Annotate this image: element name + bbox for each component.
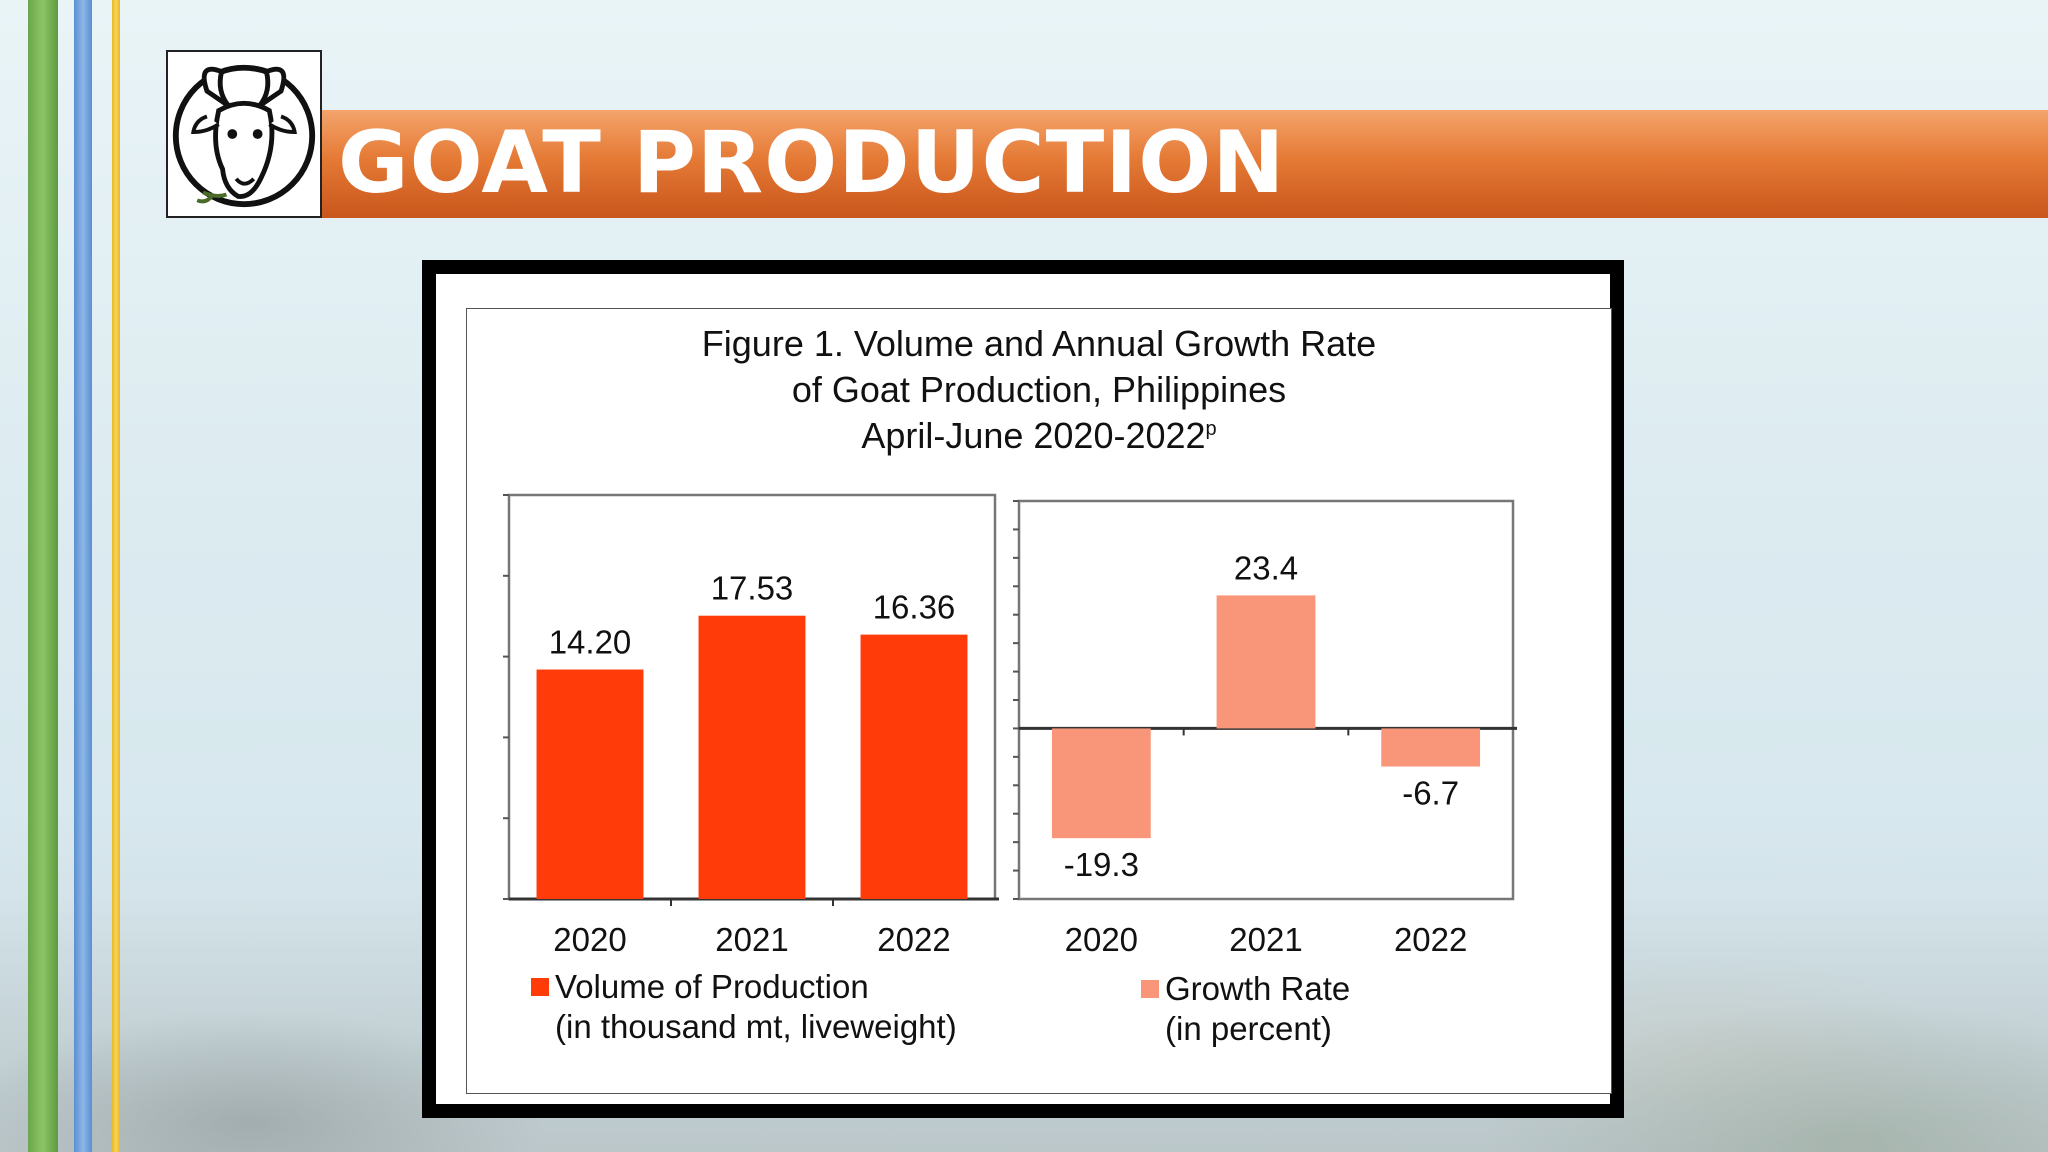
bar-volume-2021 [698,615,806,899]
legend-volume-label: Volume of Production [555,968,869,1005]
bar-growth-2020 [1051,728,1151,839]
legend-growth-label: Growth Rate [1165,970,1351,1007]
bar-volume-2022 [860,634,968,899]
data-label: 14.20 [549,624,632,661]
goat-head-icon [166,50,322,218]
legend-growth-unit: (in percent) [1165,1010,1332,1047]
data-label: 23.4 [1234,549,1298,586]
chart-panel: Figure 1. Volume and Annual Growth Rate … [466,308,1612,1094]
x-tick-label: 2021 [715,921,788,958]
bar-growth-2022 [1381,728,1481,767]
legend-growth-swatch [1141,980,1159,998]
data-label: 16.36 [873,589,956,626]
slide-title: GOAT PRODUCTION [338,113,1286,213]
legend-volume-swatch [531,978,549,996]
chart-canvas: 14.20 2020 17.53 2021 16.36 2022 -19.3 2020 23.4… [503,493,1517,958]
chart-title-superscript: p [1205,418,1217,440]
chart-title-line-1: Figure 1. Volume and Annual Growth Rate [701,323,1377,364]
chart-title-line-3: April-June 2020-2022 [861,415,1206,456]
legend-volume-unit: (in thousand mt, liveweight) [555,1008,957,1045]
x-tick-label: 2021 [1229,921,1302,958]
green-stripe [28,0,58,1152]
chart-title-line-2: of Goat Production, Philippines [791,369,1287,410]
data-label: -6.7 [1402,775,1459,812]
chart-frame: Figure 1. Volume and Annual Growth Rate … [422,260,1624,1118]
x-tick-label: 2022 [1394,921,1467,958]
x-tick-label: 2020 [553,921,626,958]
legend-growth: Growth Rate (in percent) [1141,969,1350,1049]
x-tick-label: 2022 [877,921,950,958]
data-label: -19.3 [1064,846,1139,883]
blue-stripe [74,0,92,1152]
title-bar [322,110,2048,218]
chart-title: Figure 1. Volume and Annual Growth Rate … [467,321,1611,459]
yellow-stripe [112,0,120,1152]
bar-volume-2020 [536,669,644,899]
bar-growth-2021 [1216,595,1316,729]
data-label: 17.53 [711,570,794,607]
legend-volume: Volume of Production (in thousand mt, li… [531,967,957,1047]
x-tick-label: 2020 [1065,921,1138,958]
